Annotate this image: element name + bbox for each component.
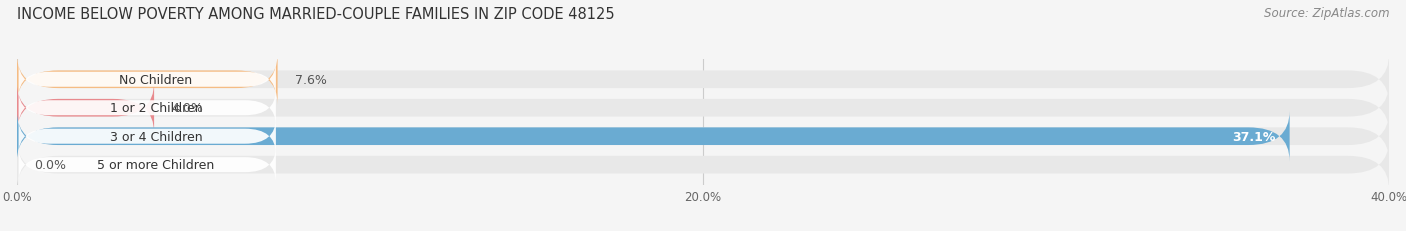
Text: 7.6%: 7.6% — [295, 73, 326, 86]
Text: Source: ZipAtlas.com: Source: ZipAtlas.com — [1264, 7, 1389, 20]
Text: 4.0%: 4.0% — [172, 102, 202, 115]
FancyBboxPatch shape — [18, 119, 276, 155]
FancyBboxPatch shape — [18, 90, 276, 126]
FancyBboxPatch shape — [17, 111, 1289, 162]
Text: INCOME BELOW POVERTY AMONG MARRIED-COUPLE FAMILIES IN ZIP CODE 48125: INCOME BELOW POVERTY AMONG MARRIED-COUPL… — [17, 7, 614, 22]
FancyBboxPatch shape — [17, 83, 1389, 134]
FancyBboxPatch shape — [17, 55, 1389, 105]
Text: 3 or 4 Children: 3 or 4 Children — [110, 130, 202, 143]
FancyBboxPatch shape — [17, 83, 155, 134]
Text: 5 or more Children: 5 or more Children — [97, 158, 215, 171]
FancyBboxPatch shape — [17, 111, 1389, 162]
Text: 0.0%: 0.0% — [34, 158, 66, 171]
FancyBboxPatch shape — [18, 147, 276, 183]
FancyBboxPatch shape — [17, 55, 277, 105]
FancyBboxPatch shape — [17, 140, 1389, 190]
Text: 37.1%: 37.1% — [1233, 130, 1275, 143]
Text: 1 or 2 Children: 1 or 2 Children — [110, 102, 202, 115]
Text: No Children: No Children — [120, 73, 193, 86]
FancyBboxPatch shape — [18, 62, 276, 98]
